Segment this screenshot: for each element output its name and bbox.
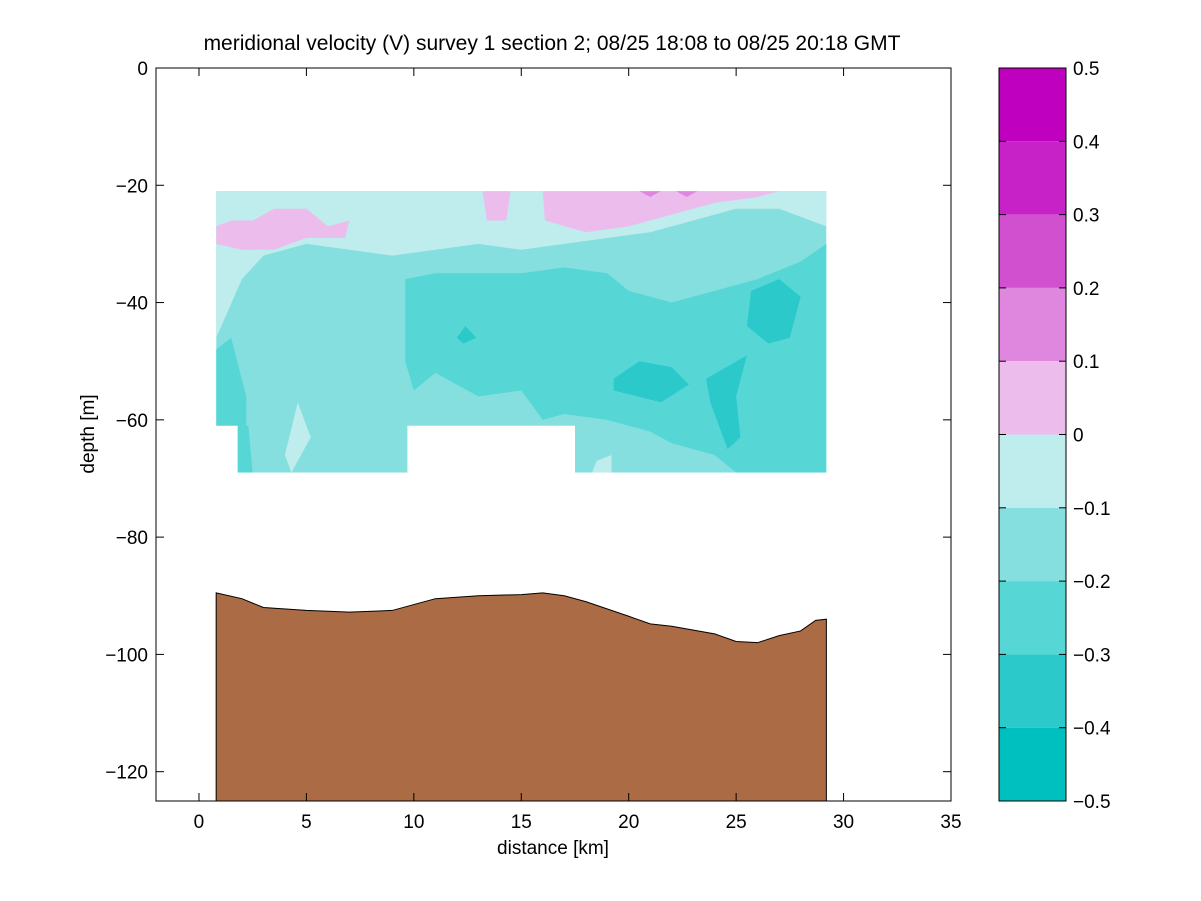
x-tick-label: 10 bbox=[403, 812, 424, 833]
x-axis: 0 5 10 15 20 25 30 35 bbox=[194, 68, 962, 833]
velocity-section bbox=[216, 191, 827, 473]
plot-frame bbox=[155, 67, 952, 802]
colorbar-segment bbox=[999, 361, 1066, 435]
x-tick-label: 15 bbox=[511, 812, 532, 833]
contour-fill bbox=[284, 402, 311, 473]
x-axis-label: distance [km] bbox=[497, 838, 609, 859]
colorbar-segment bbox=[999, 434, 1066, 508]
contour-fill bbox=[456, 326, 477, 344]
colorbar: 0.5 0.4 0.3 0.2 0.1 0 −0.1 −0.2 −0.3 −0.4 −0.5 bbox=[998, 59, 1111, 813]
colorbar-segment bbox=[999, 68, 1066, 142]
colorbar-tick-label: −0.3 bbox=[1073, 645, 1111, 666]
contour-fill bbox=[216, 208, 350, 250]
contour-fill bbox=[675, 191, 698, 198]
y-tick-label: −40 bbox=[116, 294, 148, 315]
colorbar-tick-label: 0.5 bbox=[1073, 59, 1099, 80]
colorbar-tick-label: 0.3 bbox=[1073, 206, 1099, 227]
colorbar-segment bbox=[999, 214, 1066, 288]
contour-fill bbox=[746, 279, 801, 344]
x-tick-label: 35 bbox=[940, 812, 961, 833]
y-tick-label: −60 bbox=[116, 411, 148, 432]
y-tick-label: −80 bbox=[116, 528, 148, 549]
x-tick-label: 0 bbox=[194, 812, 205, 833]
colorbar-tick-label: 0.4 bbox=[1073, 132, 1100, 153]
colorbar-segment bbox=[999, 141, 1066, 215]
y-tick-label: −20 bbox=[116, 176, 148, 197]
contour-fill bbox=[237, 425, 253, 473]
x-tick-label: 20 bbox=[618, 812, 639, 833]
colorbar-segment bbox=[999, 507, 1066, 582]
contour-fill bbox=[482, 191, 511, 221]
x-tick-label: 30 bbox=[833, 812, 854, 833]
y-tick-label: −100 bbox=[105, 645, 148, 666]
y-tick-label: −120 bbox=[105, 763, 148, 784]
contour-fill bbox=[639, 191, 661, 198]
contour-fill bbox=[613, 361, 689, 403]
y-axis: 0 −20 −40 −60 −80 −100 −120 bbox=[105, 59, 951, 784]
contour-fill bbox=[592, 455, 612, 473]
colorbar-segment bbox=[999, 727, 1066, 801]
colorbar-segment bbox=[999, 581, 1066, 655]
colorbar-tick-label: 0.1 bbox=[1073, 352, 1099, 373]
y-tick-label: 0 bbox=[137, 59, 148, 80]
colorbar-tick-label: −0.2 bbox=[1073, 572, 1111, 593]
bathymetry bbox=[215, 592, 827, 801]
x-tick-label: 25 bbox=[726, 812, 747, 833]
colorbar-segment bbox=[999, 654, 1066, 728]
colorbar-tick-label: −0.5 bbox=[1073, 792, 1111, 813]
colorbar-tick-label: 0.2 bbox=[1073, 279, 1099, 300]
x-tick-label: 5 bbox=[301, 812, 312, 833]
contour-fill bbox=[706, 355, 747, 450]
colorbar-segment bbox=[999, 287, 1066, 362]
seafloor bbox=[215, 592, 827, 801]
contour-fill bbox=[216, 337, 247, 426]
colorbar-tick-label: −0.1 bbox=[1073, 499, 1111, 520]
y-axis-label: depth [m] bbox=[78, 394, 99, 473]
chart-title: meridional velocity (V) survey 1 section… bbox=[204, 32, 901, 55]
velocity-contours bbox=[216, 191, 827, 473]
colorbar-tick-label: 0 bbox=[1073, 426, 1084, 447]
contour-fill bbox=[216, 191, 827, 338]
contour-fill bbox=[542, 191, 780, 233]
colorbar-tick-label: −0.4 bbox=[1073, 719, 1111, 740]
